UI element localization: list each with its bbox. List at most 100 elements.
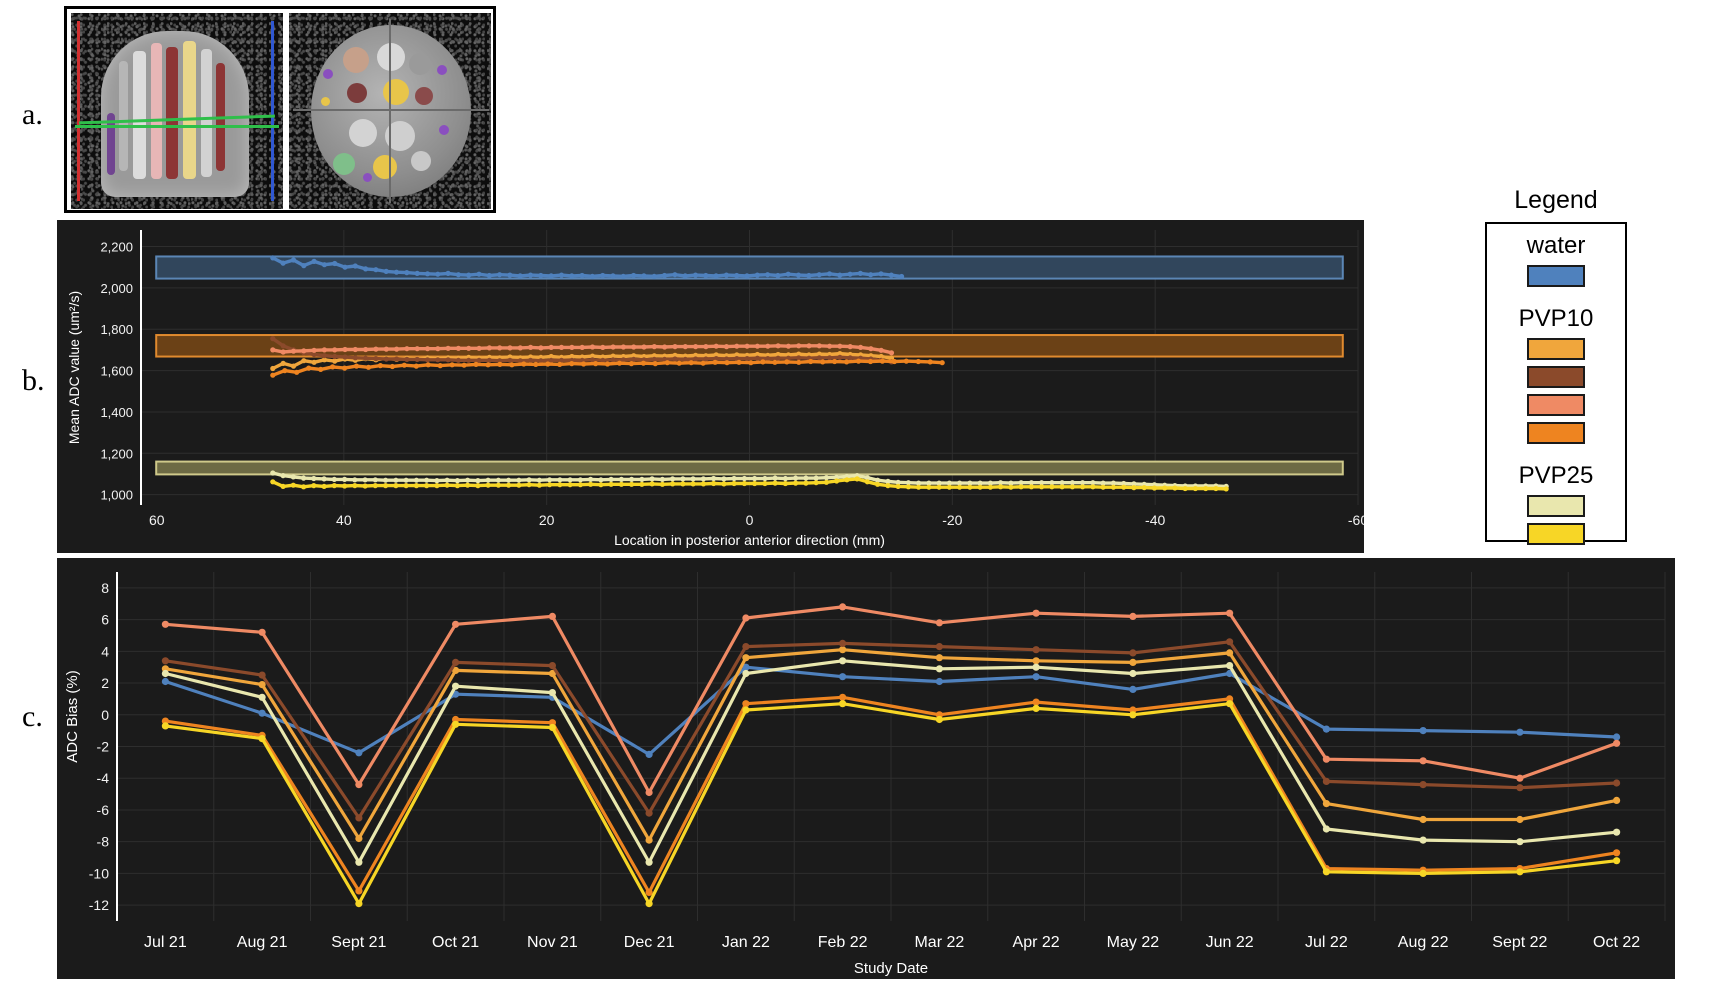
series-marker-water [161,677,169,686]
series-marker-PVP10-c [620,344,627,350]
series-marker-water [280,260,286,266]
x-tick-label: Jun 22 [1206,934,1254,951]
series-line-PVP10-b [163,640,1619,820]
series-marker-PVP25-b [270,479,276,485]
series-marker-PVP25-a [506,477,512,483]
series-marker-PVP25-a [680,476,686,482]
series-marker-PVP10-c [476,345,482,351]
series-marker-PVP10-d [712,359,718,365]
series-marker-PVP25-b [700,481,707,487]
series-marker-PVP10-b [754,355,761,361]
series-marker-PVP25-b [383,483,389,489]
series-marker-PVP25-b [629,481,635,487]
series-marker-PVP25-b [321,483,327,489]
series-marker-PVP10-b [538,358,544,364]
series-marker-water [651,273,657,279]
series-marker-PVP10-d [389,363,395,370]
series-marker-PVP10-b [1419,781,1427,789]
series-marker-PVP10-c [744,343,750,349]
series-marker-water [723,272,730,278]
y-tick-label: -8 [97,834,110,850]
series-marker-PVP10-d [401,362,407,368]
series-marker-PVP10-d [365,364,372,370]
series-marker-water [1129,685,1137,693]
series-marker-water [558,272,565,278]
series-marker-PVP25-a [1080,480,1086,486]
series-marker-PVP10-b [796,355,802,361]
series-marker-PVP25-a [557,477,563,483]
x-tick-label: 0 [746,512,754,528]
series-marker-PVP25-a [383,477,389,483]
series-marker-PVP25-a [548,689,556,697]
series-marker-PVP10-c [827,343,833,349]
series-marker-PVP25-a [290,474,296,480]
series-marker-PVP25-a [905,480,912,486]
series-marker-water [742,663,750,671]
series-marker-PVP10-d [808,358,814,365]
series-marker-PVP25-a [577,477,584,483]
series-marker-PVP10-b [1226,638,1234,646]
series-marker-PVP25-b [834,478,840,484]
series-marker-PVP25-a [1100,480,1106,486]
series-marker-PVP10-c [1129,612,1137,620]
series-marker-PVP25-b [803,480,809,486]
series-marker-water [435,271,441,277]
series-marker-PVP25-a [782,475,789,482]
series-marker-PVP25-b [567,482,573,488]
panel-c-background [57,558,1675,979]
series-marker-PVP10-b [404,356,410,362]
x-axis-title: Location in posterior anterior direction… [614,532,885,548]
series-marker-PVP10-d [413,363,419,369]
x-tick-label: Oct 22 [1593,934,1640,951]
series-marker-PVP25-b [342,483,348,489]
series-marker-PVP10-c [404,346,410,352]
series-marker-PVP25-a [803,475,809,481]
series-marker-PVP10-c [270,347,276,353]
y-tick-label: 8 [101,580,109,596]
series-marker-PVP25-b [987,484,994,490]
adc-vs-location-panel: 1,000 1,200 1,400 1,600 1,800 2,000 2,200 60 40 2… [55,218,1366,555]
series-marker-PVP25-b [485,482,491,488]
series-marker-PVP25-b [577,482,584,488]
series-marker-water [342,264,348,270]
series-marker-PVP10-b [497,358,503,364]
series-marker-PVP10-c [486,345,492,351]
series-marker-PVP10-b [270,336,276,342]
y-tick-label: -12 [89,897,109,913]
series-marker-PVP25-b [680,481,686,487]
series-marker-PVP10-a [878,353,884,360]
series-marker-PVP25-b [413,483,419,489]
series-marker-PVP10-c [394,346,400,352]
series-marker-PVP10-a [311,359,317,365]
legend-swatch-PVP10-2 [1527,394,1585,416]
series-marker-PVP10-d [688,360,694,366]
series-marker-PVP10-c [558,344,565,350]
series-marker-PVP10-c [796,343,802,349]
series-marker-PVP10-a [290,363,297,369]
series-marker-PVP10-d [437,363,443,369]
series-marker-PVP10-c [528,344,534,350]
series-marker-water [826,271,833,277]
adc-bias-vs-date-chart: 8 6 4 2 0 -2 -4 -6 -8 -10 -12 Jul 21 Aug 21 Sept 21 Oc… [57,558,1675,979]
series-marker-water [476,271,482,277]
series-marker-PVP25-b [649,481,655,487]
series-marker-PVP10-b [466,357,472,363]
legend-group-label-water: water [1526,232,1586,259]
series-marker-PVP10-c [754,343,761,349]
series-marker-PVP25-b [301,484,307,490]
series-marker-PVP10-a [332,358,338,364]
series-marker-PVP10-d [676,360,682,366]
y-tick-label: 1,200 [100,446,133,461]
series-marker-PVP10-b [631,356,637,362]
series-marker-water [868,272,874,278]
series-marker-PVP25-b [711,480,717,487]
series-marker-PVP10-d [569,361,575,367]
series-marker-PVP25-a [495,477,501,483]
series-marker-PVP10-c [868,346,874,352]
series-marker-PVP10-c [1032,609,1040,617]
series-marker-PVP10-a [816,351,822,357]
series-marker-PVP25-a [393,477,399,483]
series-marker-PVP25-a [752,475,758,482]
series-marker-PVP10-c [507,345,513,351]
series-marker-PVP10-c [455,345,461,351]
